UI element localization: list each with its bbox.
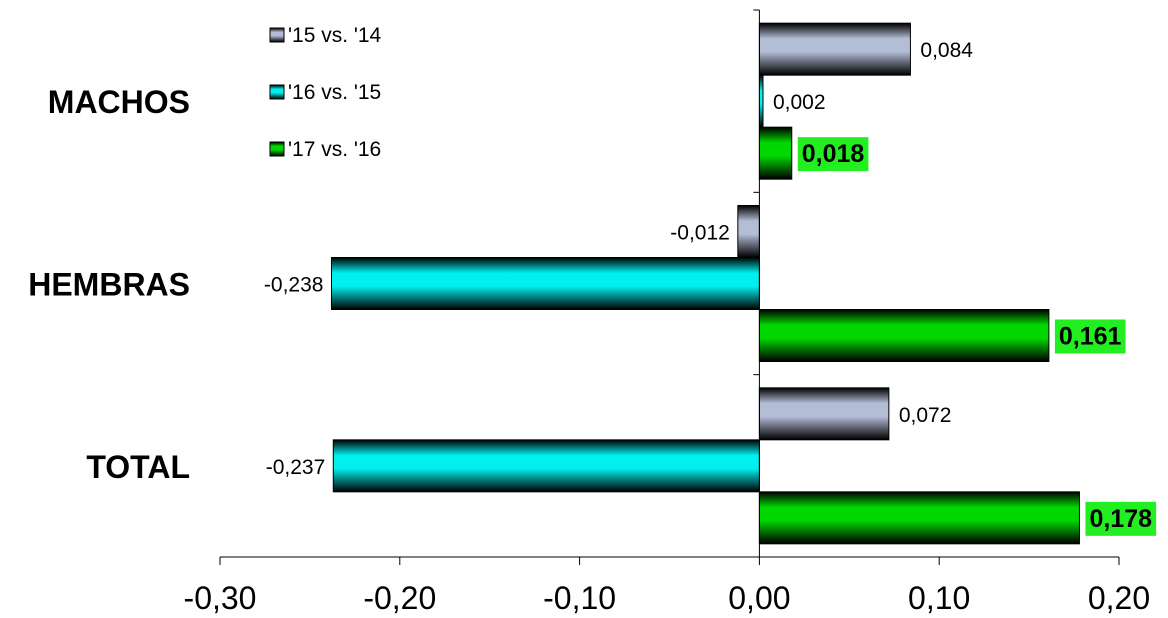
x-tick-label: -0,10 <box>543 580 616 616</box>
legend-swatch <box>269 27 285 43</box>
legend-label: '16 vs. '15 <box>288 81 381 104</box>
value-label-highlight <box>797 137 869 172</box>
bar-total-series-1 <box>758 387 890 441</box>
bar-total-series-2 <box>332 439 760 493</box>
axis-layer: -0,30 -0,20 -0,10 0,00 0,10 0,20 <box>184 9 1150 616</box>
x-tick-label: -0,30 <box>184 580 257 616</box>
bar-machos-series-1 <box>758 22 911 76</box>
legend-label: '17 vs. '16 <box>288 138 381 161</box>
value-label-total-series-3: 0,178 <box>1089 505 1152 533</box>
legend-item-series-3: '17 vs. '16 <box>269 138 381 161</box>
legend-item-series-1: '15 vs. '14 <box>269 24 382 47</box>
x-tick-label: 0,20 <box>1088 580 1150 616</box>
bar-machos-series-3 <box>758 126 793 180</box>
legend-swatch <box>269 84 285 100</box>
value-label-total-series-2: -0,237 <box>266 456 326 479</box>
value-label-machos-series-2: 0,002 <box>773 91 826 114</box>
x-tick-label: -0,20 <box>363 580 436 616</box>
legend-item-series-2: '16 vs. '15 <box>269 81 381 104</box>
legend-swatch <box>269 141 285 157</box>
value-label-machos-series-3: 0,018 <box>802 140 865 168</box>
x-tick-label: 0,10 <box>908 580 970 616</box>
labels-layer: 0,084 0,002 0,018 MACHOS -0,012 -0,238 0,161 HE… <box>28 39 1157 536</box>
bar-total-series-3 <box>758 491 1080 545</box>
legend-label: '15 vs. '14 <box>288 24 382 47</box>
value-label-machos-series-1: 0,084 <box>920 39 973 62</box>
legend: '15 vs. '14 '16 vs. '15 '17 vs. '16 <box>269 24 382 161</box>
bar-machos-series-2 <box>758 74 764 128</box>
category-label-machos: MACHOS <box>48 84 190 120</box>
bars-layer <box>330 22 1080 545</box>
value-label-hembras-series-2: -0,238 <box>264 274 324 297</box>
x-tick-label: 0,00 <box>728 580 790 616</box>
value-label-total-series-1: 0,072 <box>899 404 952 427</box>
value-label-hembras-series-3: 0,161 <box>1059 323 1122 351</box>
category-label-hembras: HEMBRAS <box>28 267 190 303</box>
value-label-highlight <box>1054 319 1126 354</box>
category-label-total: TOTAL <box>86 449 190 485</box>
value-label-highlight <box>1085 501 1157 536</box>
bar-hembras-series-1 <box>737 205 760 258</box>
bar-hembras-series-2 <box>330 257 760 310</box>
value-label-hembras-series-1: -0,012 <box>670 222 730 245</box>
bar-hembras-series-3 <box>758 309 1050 362</box>
